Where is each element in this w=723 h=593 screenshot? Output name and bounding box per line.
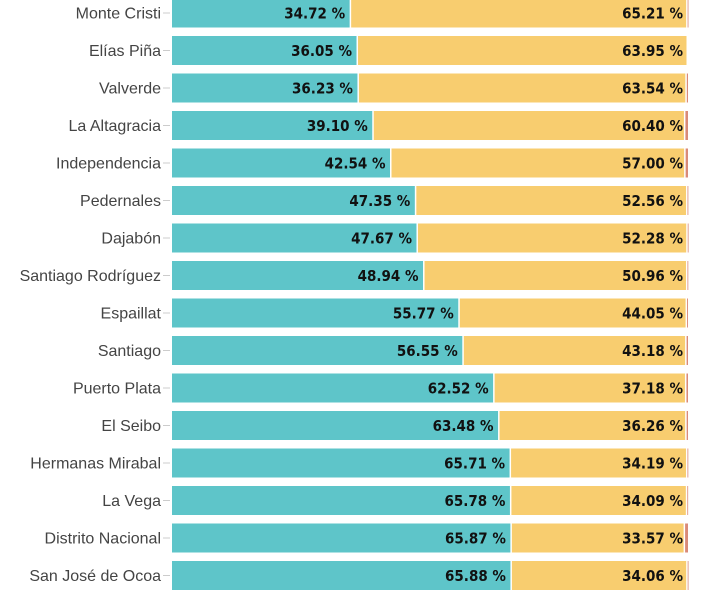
bar-segment-2 — [391, 148, 685, 178]
bar-segment-2 — [424, 261, 686, 290]
data-label: 52.28 % — [622, 230, 683, 248]
data-label: 50.96 % — [622, 267, 683, 285]
category-label: Espaillat — [101, 306, 162, 323]
data-label: 36.26 % — [622, 417, 683, 435]
bar-segment-3 — [687, 448, 689, 478]
data-label: 36.23 % — [292, 80, 353, 98]
data-label: 42.54 % — [325, 155, 386, 173]
data-label: 65.78 % — [445, 492, 506, 510]
bar-segment-2 — [463, 336, 686, 365]
bar-segment-2 — [358, 36, 687, 65]
category-label: Puerto Plata — [73, 381, 161, 398]
data-label: 63.54 % — [622, 80, 683, 98]
bar-segment-1 — [172, 261, 424, 290]
bar-segment-3 — [686, 73, 688, 103]
bar-segment-1 — [172, 373, 494, 403]
bar-segment-2 — [416, 186, 687, 215]
data-label: 47.35 % — [349, 192, 410, 210]
data-label: 39.10 % — [307, 117, 368, 135]
category-label: La Altagracia — [68, 118, 161, 135]
data-label: 56.55 % — [397, 342, 458, 360]
bar-segment-1 — [172, 111, 373, 140]
data-label: 34.09 % — [622, 492, 683, 510]
bar-segment-3 — [687, 0, 689, 28]
data-label: 34.19 % — [622, 455, 683, 473]
bar-segment-3 — [685, 523, 688, 553]
bar-segment-2 — [459, 298, 686, 328]
category-label: Valverde — [99, 81, 161, 98]
bar-segment-2 — [511, 523, 684, 553]
category-label: El Seibo — [101, 418, 161, 435]
category-label: Pedernales — [80, 193, 161, 210]
bar-segment-2 — [511, 448, 686, 478]
bar-segment-2 — [373, 111, 684, 140]
bar-segment-1 — [172, 486, 510, 515]
bar-segment-1 — [172, 223, 417, 253]
bar-segment-1 — [172, 561, 511, 590]
data-label: 34.72 % — [284, 5, 345, 23]
data-label: 47.67 % — [351, 230, 412, 248]
bar-segment-2 — [351, 0, 687, 28]
data-label: 65.21 % — [622, 5, 683, 23]
bar-segment-1 — [172, 0, 350, 28]
category-label: Santiago — [98, 343, 161, 360]
category-label: Independencia — [56, 156, 161, 173]
data-label: 55.77 % — [393, 305, 454, 323]
data-label: 65.88 % — [445, 567, 506, 585]
bar-segment-1 — [172, 448, 510, 478]
category-label: Hermanas Mirabal — [30, 456, 161, 473]
bar-segment-2 — [511, 561, 687, 590]
category-label: Distrito Nacional — [45, 531, 161, 548]
category-label: La Vega — [102, 493, 161, 510]
bar-segment-3 — [686, 411, 688, 440]
bar-segment-2 — [494, 373, 685, 403]
bar-segment-3 — [687, 486, 689, 515]
bar-segment-2 — [358, 73, 686, 103]
bar-segment-3 — [687, 298, 688, 328]
bar-segment-1 — [172, 523, 511, 553]
data-label: 57.00 % — [622, 155, 683, 173]
data-label: 43.18 % — [622, 342, 683, 360]
category-label: Elías Piña — [89, 43, 161, 60]
category-label: Dajabón — [101, 231, 161, 248]
bar-segment-3 — [687, 561, 689, 590]
bar-segment-1 — [172, 36, 357, 65]
bar-segment-1 — [172, 148, 391, 178]
bar-segment-3 — [686, 336, 688, 365]
bar-segment-2 — [499, 411, 686, 440]
bar-segment-1 — [172, 411, 499, 440]
category-label: San José de Ocoa — [29, 568, 161, 585]
category-label: Santiago Rodríguez — [20, 268, 161, 285]
bar-segment-3 — [686, 373, 688, 403]
bar-segment-2 — [417, 223, 687, 253]
data-label: 62.52 % — [428, 380, 489, 398]
data-label: 63.48 % — [433, 417, 494, 435]
bar-segment-3 — [685, 148, 688, 178]
bar-segment-1 — [172, 298, 459, 328]
data-label: 33.57 % — [622, 530, 683, 548]
bar-segment-3 — [685, 111, 688, 140]
data-label: 36.05 % — [291, 42, 352, 60]
bar-segment-3 — [687, 223, 689, 253]
data-label: 37.18 % — [622, 380, 683, 398]
bar-segment-1 — [172, 336, 463, 365]
bar-segment-1 — [172, 73, 358, 103]
category-label: Monte Cristi — [76, 6, 161, 23]
data-label: 63.95 % — [622, 42, 683, 60]
bar-segment-3 — [687, 186, 689, 215]
data-label: 34.06 % — [622, 567, 683, 585]
bar-segment-1 — [172, 186, 415, 215]
data-label: 65.87 % — [445, 530, 506, 548]
data-label: 52.56 % — [622, 192, 683, 210]
bar-segment-3 — [687, 261, 689, 290]
data-label: 48.94 % — [358, 267, 419, 285]
data-label: 44.05 % — [622, 305, 683, 323]
data-label: 60.40 % — [622, 117, 683, 135]
data-label: 65.71 % — [444, 455, 505, 473]
bar-segment-2 — [511, 486, 686, 515]
